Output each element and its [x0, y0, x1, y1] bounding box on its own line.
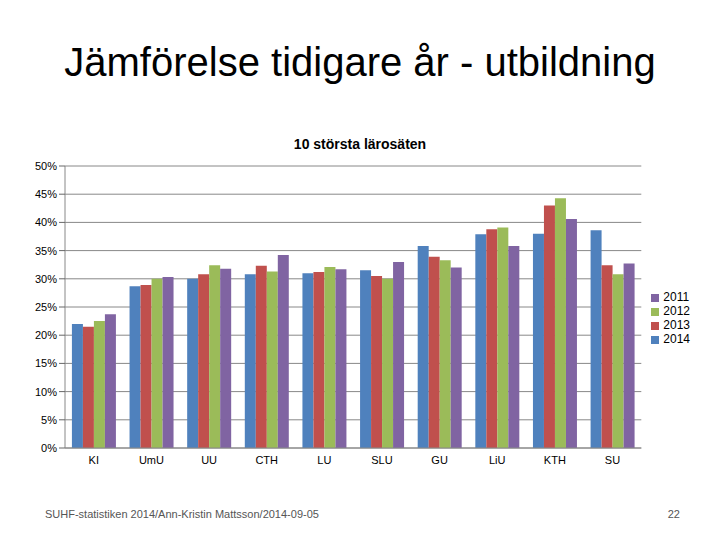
svg-text:KTH: KTH [544, 454, 566, 466]
html-text:2011: 2011 [663, 290, 690, 304]
svg-text:15%: 15% [35, 357, 57, 369]
html-text:Jämförelse tidigare år - utbil: Jämförelse tidigare år - utbildning [64, 40, 656, 84]
svg-text:20%: 20% [35, 329, 57, 341]
svg-text:UmU: UmU [139, 454, 164, 466]
svg-text:GU: GU [431, 454, 448, 466]
svg-text:25%: 25% [35, 301, 57, 313]
html-text:2013: 2013 [663, 318, 690, 332]
svg-text:45%: 45% [35, 188, 57, 200]
svg-text:KI: KI [89, 454, 99, 466]
svg-text:SU: SU [605, 454, 620, 466]
html-text:22: 22 [667, 508, 680, 520]
html-text:2014: 2014 [663, 332, 690, 346]
svg-text:CTH: CTH [255, 454, 278, 466]
html-text:2012: 2012 [663, 304, 690, 318]
svg-text:10%: 10% [35, 386, 57, 398]
svg-text:40%: 40% [35, 216, 57, 228]
svg-text:35%: 35% [35, 245, 57, 257]
svg-text:UU: UU [201, 454, 217, 466]
html-text:10 största lärosäten: 10 största lärosäten [293, 136, 427, 152]
svg-text:5%: 5% [41, 414, 57, 426]
svg-text:0%: 0% [41, 442, 57, 454]
html-text:SUHF-statistiken 2014/Ann-Kris: SUHF-statistiken 2014/Ann-Kristin Mattss… [45, 508, 319, 520]
svg-text:LiU: LiU [489, 454, 506, 466]
svg-text:SLU: SLU [371, 454, 392, 466]
svg-text:LU: LU [317, 454, 331, 466]
svg-text:30%: 30% [35, 273, 57, 285]
svg-text:50%: 50% [35, 160, 57, 172]
